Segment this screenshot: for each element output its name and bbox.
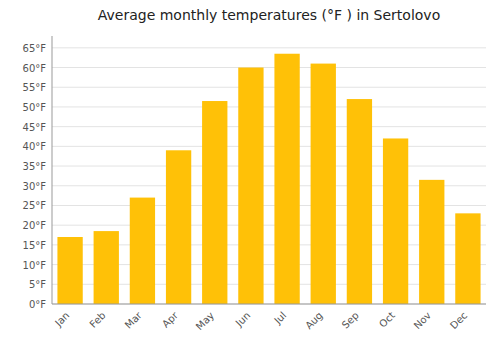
bar: [130, 198, 155, 304]
y-tick-label: 25°F: [23, 200, 47, 211]
bar: [57, 237, 82, 304]
grid-line: [52, 126, 486, 127]
y-tick-label: 40°F: [23, 141, 47, 152]
x-axis-line: [52, 304, 486, 305]
bar: [419, 180, 444, 304]
y-axis-line: [52, 36, 53, 304]
y-tick-label: 15°F: [23, 240, 47, 251]
bars: [57, 54, 480, 304]
bar: [166, 150, 191, 304]
chart-svg: Average monthly temperatures (°F ) in Se…: [0, 0, 500, 350]
title: Average monthly temperatures (°F ) in Se…: [98, 7, 440, 23]
x-tick-label: Jun: [233, 310, 253, 330]
x-tick-label: May: [194, 310, 216, 332]
y-tick-label: 30°F: [23, 181, 47, 192]
page: {"chart_data": {"type": "bar", "title": …: [0, 0, 500, 350]
x-tick-label: Dec: [448, 310, 469, 331]
bar: [383, 138, 408, 304]
bar: [455, 213, 480, 304]
bar: [311, 64, 336, 304]
y-tick-label: 0°F: [29, 299, 46, 310]
bar: [202, 101, 227, 304]
grid-line: [52, 146, 486, 147]
grid-line: [52, 304, 486, 305]
x-tick-label: Nov: [412, 310, 434, 332]
x-tick-label: Jul: [271, 310, 288, 327]
x-tick-label: Oct: [377, 310, 397, 330]
y-tick-label: 35°F: [23, 161, 47, 172]
y-tick-label: 55°F: [23, 82, 47, 93]
x-tick-label: Aug: [303, 310, 325, 332]
bar: [274, 54, 299, 304]
y-tick-label: 45°F: [23, 122, 47, 133]
grid-line: [52, 67, 486, 68]
x-tick-label: Apr: [160, 309, 181, 330]
grid-line: [52, 47, 486, 48]
bar: [94, 231, 119, 304]
y-tick-label: 10°F: [23, 260, 47, 271]
y-grid: [52, 48, 486, 304]
x-tick-label: Jan: [52, 310, 71, 329]
grid-line: [52, 166, 486, 167]
x-tick-label: Mar: [123, 309, 145, 331]
y-tick-label: 65°F: [23, 43, 47, 54]
grid-line: [52, 87, 486, 88]
chart-container: Average monthly temperatures (°F ) in Se…: [0, 0, 500, 350]
y-tick-label: 50°F: [23, 102, 47, 113]
x-tick-label: Feb: [87, 310, 107, 330]
x-tick-label: Sep: [340, 310, 361, 331]
y-tick-label: 20°F: [23, 220, 47, 231]
y-tick-label: 5°F: [29, 279, 46, 290]
bar: [347, 99, 372, 304]
y-tick-label: 60°F: [23, 63, 47, 74]
bar: [238, 68, 263, 304]
grid-line: [52, 106, 486, 107]
